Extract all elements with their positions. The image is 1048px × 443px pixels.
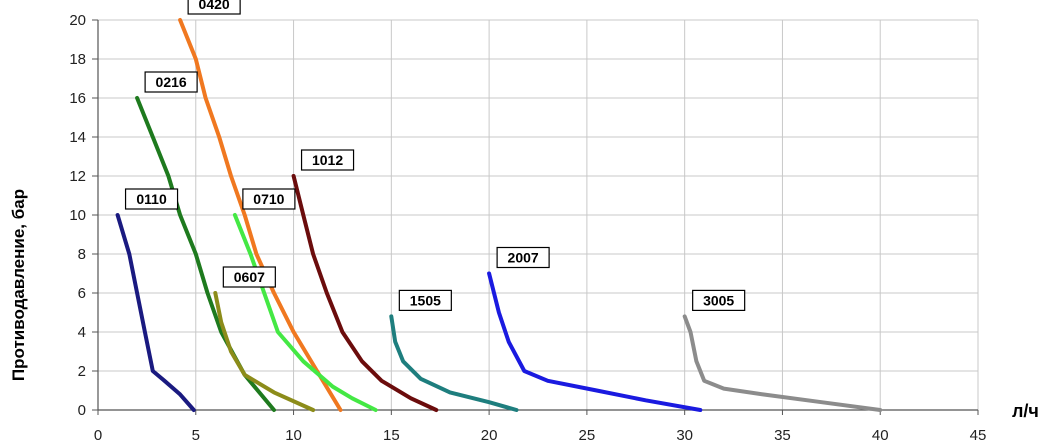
series-label-box (124, 188, 179, 210)
y-tick-label: 12 (69, 168, 86, 185)
series-line-1505 (389, 314, 519, 412)
series-label-box (300, 149, 355, 171)
y-tick-label: 10 (69, 207, 86, 224)
series-label-box (187, 0, 241, 15)
series-line-2007 (487, 271, 703, 412)
series-label-text: 3005 (703, 292, 734, 308)
series-label-0710: 0710 (242, 188, 296, 210)
x-tick-label: 30 (676, 427, 693, 443)
y-tick-label: 18 (69, 51, 86, 68)
series-label-text: 0216 (156, 74, 187, 90)
series-line-3005 (682, 314, 883, 412)
series-label-text: 2007 (508, 250, 539, 266)
series-label-0607: 0607 (222, 266, 276, 288)
series-line-0110 (115, 213, 196, 412)
series-label-box (242, 188, 296, 210)
series-label-0110: 0110 (124, 188, 179, 210)
series-line-0420 (178, 18, 343, 412)
x-tick-label: 10 (285, 427, 302, 443)
series-line-0710 (232, 213, 378, 412)
y-tick-label: 14 (69, 129, 86, 146)
series-label-text: 1012 (312, 152, 343, 168)
x-tick-label: 25 (579, 427, 596, 443)
x-tick-label: 15 (383, 427, 400, 443)
series-label-box (144, 71, 198, 93)
series-label-0420: 0420 (187, 0, 241, 15)
series-label-2007: 2007 (496, 246, 550, 269)
series-label-1012: 1012 (300, 149, 355, 171)
y-tick-label: 6 (78, 285, 86, 302)
series-label-1505: 1505 (398, 289, 452, 311)
x-axis-unit-label: л/ч (1012, 401, 1039, 421)
x-tick-label: 20 (481, 427, 498, 443)
x-tick-label: 5 (192, 427, 200, 443)
x-axis-ticks: 0 5 10 15 20 25 30 35 40 45 (94, 410, 987, 443)
series-label-box (398, 289, 452, 311)
y-tick-label: 2 (78, 363, 86, 380)
series-label-box (222, 266, 276, 288)
x-tick-label: 45 (970, 427, 987, 443)
y-axis-ticks: 0 2 4 6 8 10 12 14 16 18 20 (69, 12, 98, 419)
y-tick-label: 8 (78, 246, 86, 263)
series-label-0216: 0216 (144, 71, 198, 93)
series-label-3005: 3005 (692, 289, 746, 311)
series-label-box (496, 246, 550, 269)
series-line-1012 (291, 174, 439, 412)
x-tick-label: 40 (872, 427, 889, 443)
series-label-text: 0607 (234, 269, 265, 285)
series-line-0607 (213, 291, 316, 412)
series-label-text: 1505 (410, 292, 441, 308)
series-label-text: 0420 (199, 0, 230, 12)
series-label-text: 0110 (136, 191, 167, 207)
y-tick-label: 0 (78, 402, 86, 419)
series-labels: 0110 0216 0420 0607 0710 1012 1505 2007 3005 (124, 0, 746, 311)
x-tick-label: 0 (94, 427, 102, 443)
series-label-box (692, 289, 746, 311)
y-tick-label: 16 (69, 90, 86, 107)
series-label-text: 0710 (253, 191, 284, 207)
y-tick-label: 4 (78, 324, 86, 341)
y-axis-label: Противодавление, бар (9, 189, 28, 381)
x-tick-label: 35 (774, 427, 791, 443)
y-tick-label: 20 (69, 12, 86, 29)
series-lines (115, 18, 883, 412)
